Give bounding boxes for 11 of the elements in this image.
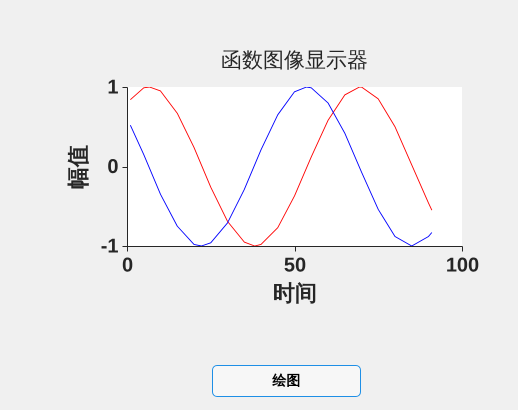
plot-button[interactable]: 绘图: [212, 365, 361, 397]
y-axis-title: 幅值: [66, 145, 92, 189]
x-tick-label: 100: [446, 254, 480, 276]
x-tick-label: 50: [284, 254, 306, 276]
y-tick-label: 1: [107, 76, 118, 98]
y-tick-label: -1: [100, 236, 118, 258]
x-axis-title: 时间: [273, 280, 317, 306]
line-series: [130, 87, 432, 246]
x-tick-label: 0: [122, 254, 134, 276]
chart-title: 函数图像显示器: [221, 48, 368, 72]
y-tick-label: 0: [107, 156, 118, 178]
